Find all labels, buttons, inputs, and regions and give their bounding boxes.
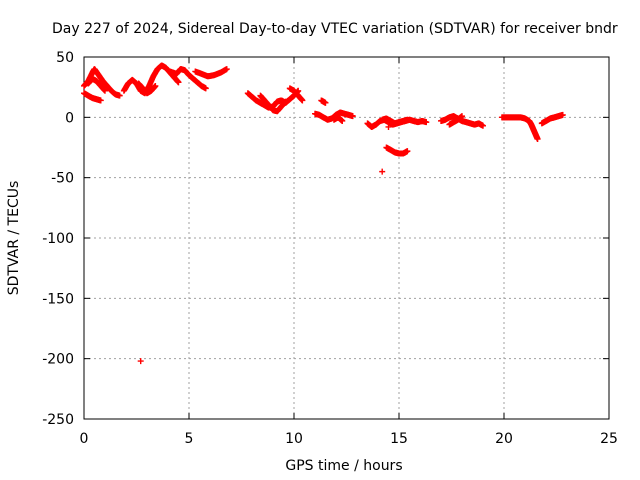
axis-ticks: 0 5 10 15 20 25 50 0 -50 -100 -150 -200 -250 [42, 50, 618, 447]
data-point [322, 99, 329, 106]
data-points [81, 62, 566, 365]
data-point [116, 92, 123, 99]
data-point [423, 119, 430, 126]
data-point [137, 358, 144, 365]
data-point [404, 148, 411, 155]
x-axis-label: GPS time / hours [285, 458, 402, 474]
data-point [202, 85, 209, 92]
data-point [459, 113, 465, 120]
data-point [404, 116, 411, 123]
data-point [339, 117, 346, 124]
y-tick-label: 50 [56, 50, 74, 66]
x-tick-label: 0 [80, 431, 89, 447]
y-tick-label: 0 [65, 110, 74, 126]
x-tick-label: 5 [185, 431, 194, 447]
data-point [559, 111, 566, 118]
data-point [223, 66, 230, 73]
data-point [152, 82, 159, 89]
x-tick-label: 20 [495, 431, 513, 447]
y-tick-label: -100 [42, 231, 74, 247]
y-tick-label: -200 [42, 352, 74, 368]
data-point [97, 97, 104, 104]
x-tick-label: 10 [285, 431, 303, 447]
y-tick-label: -150 [42, 291, 74, 307]
data-point [299, 97, 306, 104]
x-tick-label: 25 [600, 431, 618, 447]
data-point [175, 79, 182, 86]
y-tick-label: -250 [42, 412, 74, 428]
data-point [282, 98, 289, 105]
data-point [534, 136, 541, 143]
y-axis-label: SDTVAR / TECUs [6, 181, 22, 296]
x-tick-label: 15 [390, 431, 408, 447]
data-point [379, 168, 386, 175]
data-point [385, 123, 392, 130]
data-point [480, 122, 486, 129]
data-point [349, 113, 356, 120]
data-point [102, 87, 108, 94]
y-tick-label: -50 [51, 171, 74, 187]
chart-title: Day 227 of 2024, Sidereal Day-to-day VTE… [52, 21, 618, 37]
